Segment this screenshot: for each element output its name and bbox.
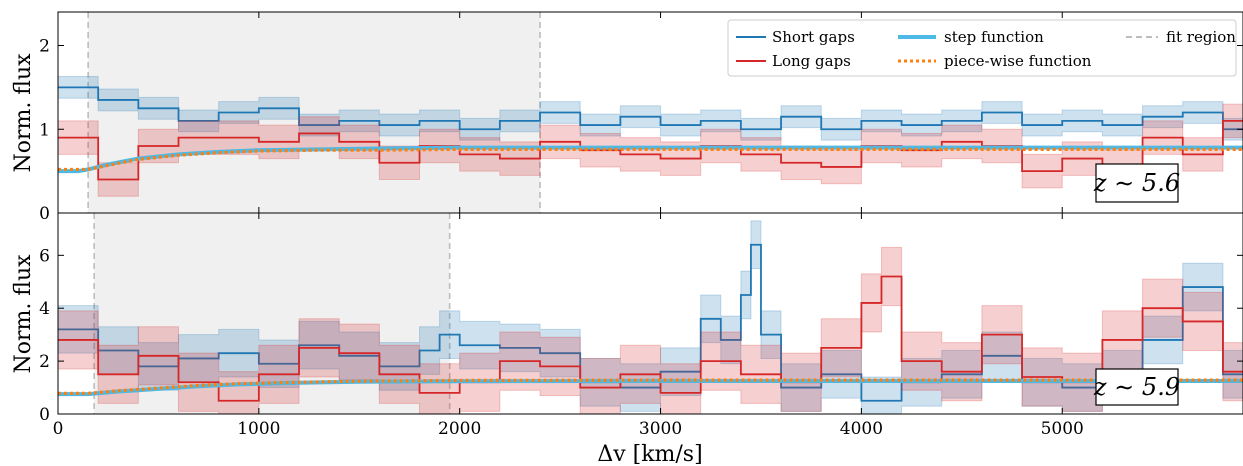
x-tick-label-0: 0: [53, 419, 64, 439]
bottom-y-tick-label-1: 2: [39, 352, 50, 372]
top-series-long-gaps-line: [58, 119, 1243, 181]
top-redshift-text: z ∼ 5.6: [1093, 169, 1180, 197]
bottom-redshift-text: z ∼ 5.9: [1093, 373, 1180, 401]
bottom-panel: 0 2 4 6 0 1000 2000 3000 4000 5000: [39, 212, 1243, 439]
top-series-long-gaps-uncertainty-band: [58, 103, 1243, 197]
x-tick-label-4: 4000: [840, 419, 883, 439]
x-axis-label: Δv [km/s]: [597, 442, 702, 466]
top-y-tick-label-2: 2: [39, 37, 50, 57]
legend: Short gaps Long gaps step function piece…: [727, 19, 1237, 77]
x-tick-label-5: 5000: [1041, 419, 1084, 439]
bottom-y-tick-label-2: 4: [39, 299, 50, 319]
legend-label-short-gaps: Short gaps: [772, 28, 855, 46]
top-series-short-gaps-line: [58, 86, 1243, 131]
legend-frame: [727, 19, 1237, 77]
legend-label-piecewise-function: piece-wise function: [944, 52, 1092, 70]
top-y-tick-label-0: 0: [39, 204, 50, 224]
bottom-y-tick-label-0: 0: [39, 405, 50, 425]
x-tick-label-1: 1000: [237, 419, 280, 439]
top-y-axis-label: Norm. flux: [11, 53, 36, 173]
top-redshift-annotation: z ∼ 5.6: [1093, 163, 1180, 203]
bottom-axes-frame: [57, 212, 1243, 415]
bottom-y-tick-label-3: 6: [39, 246, 50, 266]
top-panel: 0 1 2: [39, 11, 1243, 224]
bottom-series-piece-wise-function-curve: [58, 378, 1243, 395]
legend-label-step-function: step function: [944, 28, 1044, 46]
top-redshift-box: [1095, 163, 1179, 203]
top-series-short-gaps-uncertainty-band: [58, 75, 1243, 141]
bottom-y-axis-label: Norm. flux: [11, 254, 36, 374]
legend-label-long-gaps: Long gaps: [772, 52, 851, 70]
bottom-redshift-box: [1095, 368, 1179, 406]
bottom-series-short-gaps-uncertainty-band: [58, 220, 1243, 414]
bottom-plot-area: [58, 213, 1243, 414]
top-series-piece-wise-function-curve: [58, 147, 1243, 172]
top-y-tick-label-1: 1: [39, 120, 50, 140]
bottom-series-long-gaps-line: [58, 275, 1243, 402]
top-plot-area: [58, 12, 1243, 213]
x-tick-label-3: 3000: [639, 419, 682, 439]
x-tick-label-2: 2000: [438, 419, 481, 439]
top-series-step-function-curve: [58, 145, 1243, 174]
top-fit-region-shade: [88, 12, 541, 213]
bottom-redshift-annotation: z ∼ 5.9: [1093, 368, 1180, 406]
legend-label-fit-region: fit region: [1166, 28, 1236, 46]
